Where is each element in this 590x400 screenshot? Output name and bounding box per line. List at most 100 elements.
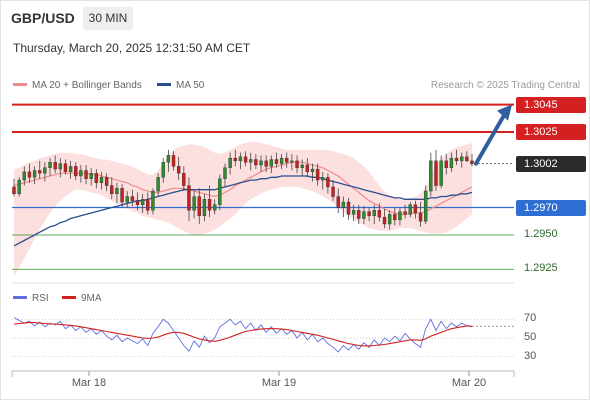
candle-body <box>32 170 37 178</box>
ma50-line <box>13 175 473 247</box>
bollinger-legend-label: MA 20 + Bollinger Bands <box>32 80 142 91</box>
forecast-arrowhead <box>497 104 512 121</box>
candle-body <box>444 160 448 168</box>
candle-body <box>403 211 407 215</box>
candle-body <box>269 159 274 167</box>
candle-body <box>48 162 52 168</box>
candle-body <box>207 199 212 211</box>
candle-body <box>161 162 165 178</box>
legend-rsi-ma: 9MA <box>62 293 102 304</box>
candle-body <box>156 177 160 192</box>
candle-body <box>326 177 330 188</box>
level-tag-last: 1.3002 <box>516 155 586 172</box>
currency-pair-title: GBP/USD <box>11 10 75 26</box>
rsi-tick-label: 30 <box>524 349 537 362</box>
forecast-arrow <box>474 111 507 166</box>
candle-body <box>346 201 351 215</box>
level-tag-pivot: 1.2970 <box>516 199 586 216</box>
rsi-ma-swatch <box>62 295 76 299</box>
candle-body <box>125 196 129 203</box>
candle-body <box>22 171 26 181</box>
candle-body <box>68 166 73 173</box>
rsi-ma-legend-label: 9MA <box>81 293 102 304</box>
x-tick-label: Mar 20 <box>451 377 487 389</box>
candle-body <box>393 214 397 221</box>
candle-body <box>249 159 253 163</box>
candle-body <box>223 167 227 179</box>
candle-body <box>228 157 232 168</box>
candle-body <box>17 179 21 195</box>
bollinger-band-area <box>14 141 472 277</box>
candle-body <box>351 210 356 215</box>
candle-body <box>38 170 42 174</box>
ma50-legend-label: MA 50 <box>176 80 205 91</box>
candle-body <box>63 163 68 173</box>
candle-body <box>58 163 63 170</box>
candle-body <box>27 171 32 178</box>
candle-body <box>372 210 376 216</box>
source-credit: Research © 2025 Trading Central <box>430 80 580 91</box>
x-tick-label: Mar 19 <box>261 377 297 389</box>
ma50-swatch <box>157 82 171 86</box>
level-tag-resistance: 1.3045 <box>516 96 586 113</box>
candle-body <box>336 196 340 208</box>
candle-body <box>171 155 176 167</box>
candle-body <box>367 211 371 216</box>
bollinger-swatch <box>13 82 27 86</box>
candle-body <box>212 204 217 211</box>
candle-body <box>398 211 402 221</box>
candle-body <box>192 196 196 211</box>
candle-body <box>362 211 366 219</box>
candle-body <box>84 170 88 179</box>
candle-body <box>341 201 346 208</box>
candle-body <box>74 166 78 177</box>
candle-body <box>254 159 258 166</box>
candle-body <box>182 173 186 186</box>
rsi-tick-label: 70 <box>524 312 537 325</box>
candle-body <box>264 160 268 167</box>
candle-body <box>99 177 104 184</box>
candle-body <box>110 185 114 195</box>
chart-datetime: Thursday, March 20, 2025 12:31:50 AM CET <box>13 41 251 55</box>
candle-body <box>197 196 201 216</box>
candle-body <box>331 186 335 197</box>
candle-body <box>218 178 222 205</box>
candle-body <box>89 173 93 179</box>
candle-body <box>279 157 284 164</box>
candle-body <box>94 173 99 184</box>
candle-body <box>465 156 469 162</box>
candle-body <box>115 188 119 195</box>
legend-bollinger: MA 20 + Bollinger Bands <box>13 80 142 91</box>
candle-body <box>12 186 16 195</box>
candle-body <box>439 160 443 186</box>
candle-body <box>120 188 124 203</box>
candle-body <box>382 216 387 225</box>
candle-body <box>187 185 191 211</box>
candle-body <box>310 168 315 173</box>
candle-body <box>357 210 361 219</box>
candle-body <box>449 157 454 168</box>
candle-body <box>295 160 299 168</box>
candle-body <box>377 210 382 218</box>
candle-body <box>429 160 433 192</box>
candle-body <box>79 170 83 177</box>
candle-body <box>130 196 135 201</box>
candle-body <box>151 190 155 211</box>
candle-body <box>460 156 464 162</box>
candle-body <box>413 204 418 214</box>
level-tag-support: 1.2950 <box>524 227 558 240</box>
chart-header: GBP/USD 30 MIN <box>0 0 590 36</box>
legend-ma50: MA 50 <box>157 80 204 91</box>
candle-body <box>470 160 474 164</box>
candle-body <box>300 164 304 168</box>
rsi-ma-line <box>13 322 473 347</box>
candle-body <box>315 168 320 181</box>
candle-body <box>233 157 237 162</box>
candle-body <box>274 159 279 164</box>
timeframe-badge[interactable]: 30 MIN <box>83 7 133 30</box>
candle-body <box>104 177 109 186</box>
level-tag-support: 1.2925 <box>524 262 558 275</box>
candle-body <box>146 199 150 211</box>
candle-body <box>321 177 325 181</box>
